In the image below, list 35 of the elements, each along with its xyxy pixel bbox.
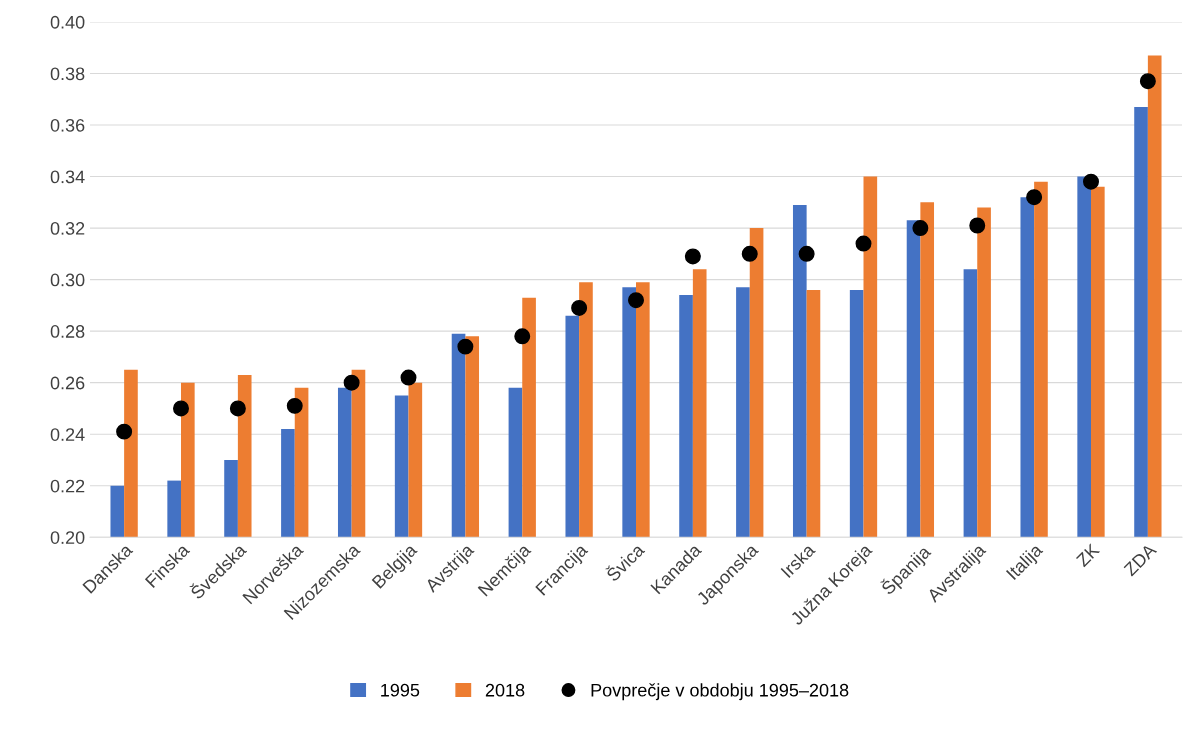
point bbox=[798, 245, 815, 262]
point bbox=[684, 248, 701, 265]
point bbox=[1083, 173, 1099, 190]
point bbox=[514, 328, 531, 345]
y-tick-label: 0.40 bbox=[50, 15, 85, 29]
point bbox=[116, 423, 133, 440]
legend-label: Povprečje v obdobju 1995–2018 bbox=[591, 683, 849, 701]
point bbox=[628, 292, 644, 309]
point bbox=[229, 400, 246, 417]
x-tick-label: ZDA bbox=[1123, 542, 1158, 577]
y-tick-label: 0.26 bbox=[50, 376, 85, 390]
point bbox=[343, 374, 360, 391]
y-tick-label: 0.30 bbox=[50, 273, 85, 287]
legend-label: 2018 bbox=[485, 683, 525, 697]
y-tick-label: 0.32 bbox=[50, 222, 85, 235]
point bbox=[173, 400, 189, 417]
point bbox=[855, 235, 872, 252]
point bbox=[1026, 189, 1043, 206]
point bbox=[571, 299, 588, 316]
legend-label: 1995 bbox=[381, 683, 420, 697]
point bbox=[969, 217, 986, 234]
y-tick-label: 0.22 bbox=[50, 479, 85, 493]
y-tick-label: 0.36 bbox=[50, 118, 85, 132]
y-tick-label: 0.28 bbox=[50, 325, 85, 338]
point bbox=[912, 220, 929, 237]
point bbox=[286, 397, 303, 414]
point bbox=[400, 369, 417, 386]
y-tick-label: 0.20 bbox=[50, 531, 85, 545]
point bbox=[741, 245, 758, 262]
y-tick-label: 0.38 bbox=[50, 67, 85, 81]
x-tick-label: ZK bbox=[1075, 542, 1101, 568]
y-tick-label: 0.24 bbox=[50, 428, 85, 441]
y-tick-label: 0.34 bbox=[50, 170, 85, 184]
point bbox=[457, 338, 474, 355]
point bbox=[1139, 73, 1156, 90]
